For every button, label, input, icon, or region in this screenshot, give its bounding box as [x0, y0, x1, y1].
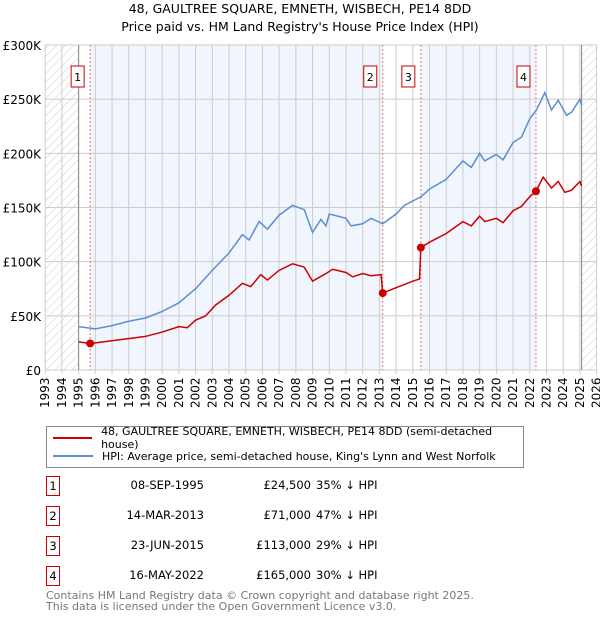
x-tick-label: 2000 — [155, 377, 169, 408]
legend-swatch-red — [53, 437, 93, 439]
legend-swatch-blue — [53, 455, 93, 457]
sale-number-badge: 1 — [46, 476, 60, 496]
x-tick-label: 1998 — [122, 377, 136, 408]
x-tick-label: 1995 — [72, 377, 86, 408]
legend-item-property: 48, GAULTREE SQUARE, EMNETH, WISBECH, PE… — [53, 425, 523, 451]
x-tick-label: 2019 — [473, 377, 487, 408]
sale-point — [86, 339, 95, 348]
x-tick-label: 1993 — [38, 377, 52, 408]
x-tick-label: 2026 — [590, 377, 600, 408]
legend: 48, GAULTREE SQUARE, EMNETH, WISBECH, PE… — [46, 425, 524, 468]
x-tick-label: 2002 — [189, 377, 203, 408]
sale-point — [531, 187, 540, 196]
price-paid-line — [78, 175, 583, 345]
y-tick-label: £0 — [26, 364, 41, 378]
sale-label-box — [401, 65, 416, 88]
x-tick-label: 2007 — [272, 377, 286, 408]
sale-price: £113,000 — [256, 538, 311, 552]
y-tick-label: £200K — [3, 147, 43, 161]
x-tick-label: 2011 — [339, 377, 353, 408]
sale-label-box — [363, 65, 378, 88]
x-tick-label: 2008 — [289, 377, 303, 408]
x-tick-label: 2025 — [573, 377, 587, 408]
footer-copyright: Contains HM Land Registry data © Crown c… — [46, 589, 474, 602]
y-tick-label: £300K — [3, 39, 43, 53]
footer-licence: This data is licensed under the Open Gov… — [46, 600, 397, 613]
hpi-line — [78, 90, 583, 330]
x-tick-label: 2003 — [205, 377, 219, 408]
x-tick-label: 2016 — [423, 377, 437, 408]
sale-label: 4 — [520, 71, 527, 84]
x-tick-label: 2001 — [172, 377, 186, 408]
legend-label: 48, GAULTREE SQUARE, EMNETH, WISBECH, PE… — [101, 425, 493, 451]
sale-label: 3 — [405, 71, 412, 84]
sale-hpi-diff: 30% ↓ HPI — [316, 568, 378, 582]
x-tick-label: 1997 — [105, 377, 119, 408]
sale-number-badge: 2 — [46, 506, 60, 526]
x-tick-label: 2023 — [540, 377, 554, 408]
x-tick-label: 2006 — [255, 377, 269, 408]
x-tick-label: 2017 — [439, 377, 453, 408]
x-tick-label: 2009 — [306, 377, 320, 408]
chart-subtitle: Price paid vs. HM Land Registry's House … — [121, 19, 479, 34]
x-tick-label: 2021 — [506, 377, 520, 408]
x-tick-label: 2014 — [389, 377, 403, 408]
sale-number-badge: 4 — [46, 566, 60, 586]
x-tick-label: 2004 — [222, 377, 236, 408]
x-tick-label: 2012 — [356, 377, 370, 408]
y-tick-label: £250K — [3, 93, 43, 107]
legend-label: HPI: Average price, semi-detached house,… — [102, 449, 496, 463]
sale-hpi-diff: 29% ↓ HPI — [316, 538, 378, 552]
x-tick-label: 2024 — [556, 377, 570, 408]
sale-label-box — [516, 65, 531, 88]
x-tick-label: 2018 — [456, 377, 470, 408]
sale-price: £165,000 — [256, 568, 311, 582]
y-tick-label: £150K — [3, 202, 43, 216]
sale-label: 2 — [367, 71, 374, 84]
sale-label-box — [70, 65, 85, 88]
x-tick-label: 2005 — [239, 377, 253, 408]
sale-date: 23-JUN-2015 — [130, 538, 204, 552]
sale-date: 08-SEP-1995 — [130, 478, 204, 492]
y-tick-label: £100K — [3, 256, 43, 270]
sale-point — [378, 289, 387, 298]
x-tick-label: 2010 — [322, 377, 336, 408]
sale-price: £71,000 — [263, 508, 311, 522]
sale-number-badge: 3 — [46, 536, 60, 556]
sale-date: 16-MAY-2022 — [129, 568, 204, 582]
sale-label: 1 — [74, 71, 81, 84]
plot-area: 1993 1994 1995 1996 1997 1998 1999 2000 2001 2002… — [3, 39, 600, 408]
sale-point — [416, 243, 425, 252]
x-tick-label: 1994 — [55, 377, 69, 408]
sale-price: £24,500 — [263, 478, 311, 492]
x-tick-label: 2020 — [489, 377, 503, 408]
sale-hpi-diff: 35% ↓ HPI — [316, 478, 378, 492]
chart-title: 48, GAULTREE SQUARE, EMNETH, WISBECH, PE… — [128, 1, 472, 16]
sale-date: 14-MAR-2013 — [126, 508, 204, 522]
sale-hpi-diff: 47% ↓ HPI — [316, 508, 378, 522]
y-tick-label: £50K — [10, 310, 42, 324]
x-tick-label: 2015 — [406, 377, 420, 408]
x-tick-label: 1996 — [88, 377, 102, 408]
x-tick-label: 1999 — [138, 377, 152, 408]
x-tick-label: 2013 — [372, 377, 386, 408]
x-tick-label: 2022 — [523, 377, 537, 408]
legend-item-hpi: HPI: Average price, semi-detached house,… — [53, 448, 496, 464]
